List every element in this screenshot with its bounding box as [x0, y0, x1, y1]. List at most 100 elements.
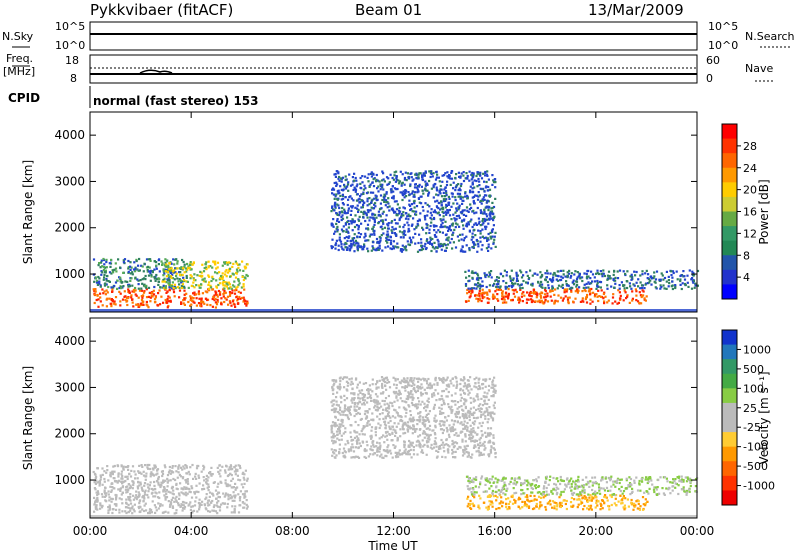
vel-mark-0-745: [174, 465, 177, 468]
power-mark-3-506: [446, 243, 450, 246]
vel-mark-1-1086: [419, 444, 422, 447]
power-mark-0-104: [224, 297, 227, 300]
power-mark-0-200: [228, 300, 231, 303]
vel-mark-0-56: [216, 505, 219, 508]
vel-mark-0-490: [115, 496, 118, 499]
power-mark-3-661: [445, 198, 448, 201]
vel-mark-1-1164: [333, 407, 336, 410]
power-mark-1-73: [180, 284, 183, 288]
power-mark-5-92: [567, 272, 571, 275]
power-mark-5-290: [596, 271, 599, 275]
power-mark-3-1299: [387, 222, 390, 225]
power-mark-0-163: [150, 295, 153, 298]
power-mark-3-40: [392, 197, 395, 200]
vel-mark-1-503: [331, 399, 334, 402]
power-mark-3-99: [441, 180, 444, 183]
power-mark-1-142: [171, 287, 174, 290]
power-mark-3-657: [363, 236, 366, 239]
vel-mark-1-666: [413, 403, 416, 407]
power-mark-0-135: [213, 294, 216, 297]
vel-mark-0-505: [219, 469, 222, 472]
power-mark-3-1005: [491, 206, 494, 210]
power-mark-1-254: [180, 281, 183, 284]
vel-mark-1-1306: [417, 419, 420, 422]
power-mark-3-1165: [334, 205, 337, 208]
vel-mark-0-552: [148, 510, 151, 513]
power-mark-2-95: [212, 260, 215, 263]
vel-mark-0-265: [111, 497, 114, 501]
vel-mark-2-10: [577, 503, 580, 506]
vel-mark-1-1327: [485, 435, 488, 438]
power-mark-5-185: [477, 279, 480, 282]
vel-mark-1-1023: [370, 426, 374, 429]
vel-mark-1-130: [399, 419, 402, 422]
power-mark-5-180: [525, 271, 528, 274]
vel-mark-0-544: [169, 501, 173, 504]
power-mark-5-306: [587, 281, 590, 284]
vel-mark-1-1059: [383, 449, 386, 452]
power-mark-3-434: [399, 210, 402, 213]
power-mark-3-751: [338, 206, 341, 210]
power-mark-0-179: [217, 289, 220, 293]
power-mark-5-328: [629, 285, 632, 288]
power-mark-1-49: [141, 282, 144, 285]
power-mark-1-170: [138, 257, 141, 261]
vel-mark-1-696: [474, 439, 477, 442]
power-mark-4-228: [553, 302, 556, 305]
power-mark-4-0: [623, 289, 626, 292]
vel-mark-0-557: [159, 503, 162, 506]
vel-mark-1-752: [483, 400, 486, 403]
power-mark-2-220: [168, 275, 171, 278]
power-mark-4-110: [495, 288, 498, 291]
vel-mark-0-597: [123, 480, 126, 483]
vel-mark-0-729: [180, 503, 183, 506]
power-mark-5-158: [686, 274, 689, 277]
power-mark-3-280: [476, 240, 479, 243]
vel-mark-0-594: [176, 488, 179, 491]
power-mark-3-70: [436, 238, 439, 241]
power-mark-2-209: [164, 286, 167, 289]
power-mark-4-91: [581, 297, 584, 300]
vel-mark-1-153: [433, 432, 436, 435]
power-mark-5-297: [520, 283, 523, 286]
vel-mark-1-170: [332, 435, 335, 438]
vel-mark-0-657: [166, 485, 169, 488]
vel-mark-1-1156: [404, 415, 407, 418]
vel-mark-1-133: [424, 419, 427, 422]
vel-mark-1-1247: [379, 455, 382, 458]
power-mark-0-180: [214, 290, 217, 293]
vel-mark-0-506: [222, 492, 225, 495]
power-mark-0-76: [195, 304, 198, 307]
power-mark-3-604: [342, 188, 345, 191]
power-mark-3-818: [362, 212, 365, 215]
vel-mark-1-82: [489, 451, 493, 454]
vel-mark-1-747: [410, 456, 413, 459]
power-mark-3-1224: [425, 183, 429, 186]
power-mark-3-837: [395, 177, 398, 180]
power-mark-4-164: [480, 292, 483, 295]
vel-mark-1-528: [455, 442, 459, 445]
vel-mark-1-990: [361, 403, 364, 406]
vel-mark-1-328: [479, 441, 482, 444]
power-mark-3-1105: [386, 241, 389, 244]
power-mark-3-184: [450, 218, 453, 221]
power-mark-3-1287: [354, 176, 357, 180]
power-mark-1-264: [137, 283, 140, 286]
vel-mark-1-1128: [477, 446, 480, 449]
vel-mark-1-639: [403, 378, 406, 381]
vel-mark-0-39: [148, 484, 151, 487]
power-mark-2-197: [190, 284, 193, 287]
vel-mark-1-745: [394, 429, 397, 432]
vel-mark-1-871: [339, 425, 342, 428]
vel-mark-0-412: [178, 497, 181, 500]
vel-mark-0-344: [234, 464, 237, 467]
power-mark-1-168: [186, 262, 189, 266]
power-mark-5-72: [616, 270, 619, 273]
power-mark-3-639: [447, 203, 450, 206]
vel-mark-1-804: [402, 422, 405, 425]
vel-mark-0-549: [135, 494, 138, 497]
power-mark-5-103: [526, 282, 529, 285]
vel-mark-0-710: [98, 480, 101, 483]
vel-mark-0-122: [133, 510, 136, 513]
power-mark-3-579: [469, 203, 472, 206]
